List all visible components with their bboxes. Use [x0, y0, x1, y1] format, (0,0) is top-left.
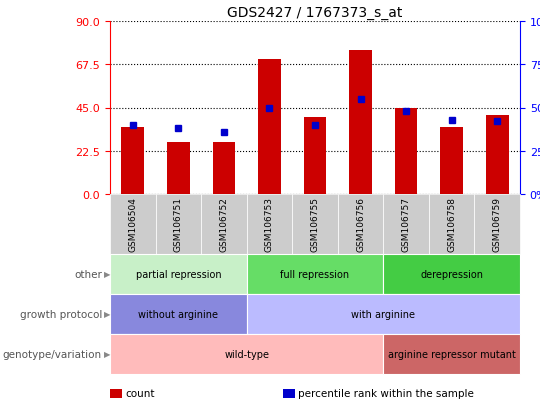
Text: without arginine: without arginine — [138, 309, 218, 319]
Text: ▶: ▶ — [104, 270, 111, 279]
Text: GSM106751: GSM106751 — [174, 197, 183, 252]
Bar — [486, 116, 509, 195]
Bar — [440, 128, 463, 195]
Bar — [303, 118, 326, 195]
Text: GSM106504: GSM106504 — [129, 197, 137, 252]
Bar — [122, 128, 144, 195]
Text: arginine repressor mutant: arginine repressor mutant — [388, 349, 516, 359]
Text: ▶: ▶ — [104, 310, 111, 319]
Bar — [258, 60, 281, 195]
Text: other: other — [74, 269, 102, 279]
Text: GSM106752: GSM106752 — [219, 197, 228, 252]
Text: percentile rank within the sample: percentile rank within the sample — [298, 389, 474, 399]
Text: ▶: ▶ — [104, 350, 111, 358]
Text: GSM106759: GSM106759 — [492, 197, 502, 252]
Text: GSM106757: GSM106757 — [402, 197, 410, 252]
Text: GSM106756: GSM106756 — [356, 197, 365, 252]
Text: GSM106755: GSM106755 — [310, 197, 320, 252]
Text: full repression: full repression — [280, 269, 349, 279]
Text: GSM106753: GSM106753 — [265, 197, 274, 252]
Text: with arginine: with arginine — [352, 309, 415, 319]
Text: partial repression: partial repression — [136, 269, 221, 279]
Text: derepression: derepression — [420, 269, 483, 279]
Bar — [349, 51, 372, 195]
Text: growth protocol: growth protocol — [19, 309, 102, 319]
Text: wild-type: wild-type — [224, 349, 269, 359]
Title: GDS2427 / 1767373_s_at: GDS2427 / 1767373_s_at — [227, 5, 403, 19]
Text: genotype/variation: genotype/variation — [3, 349, 102, 359]
Bar — [395, 108, 417, 195]
Bar — [213, 143, 235, 195]
Text: count: count — [125, 389, 154, 399]
Bar — [167, 143, 190, 195]
Text: GSM106758: GSM106758 — [447, 197, 456, 252]
